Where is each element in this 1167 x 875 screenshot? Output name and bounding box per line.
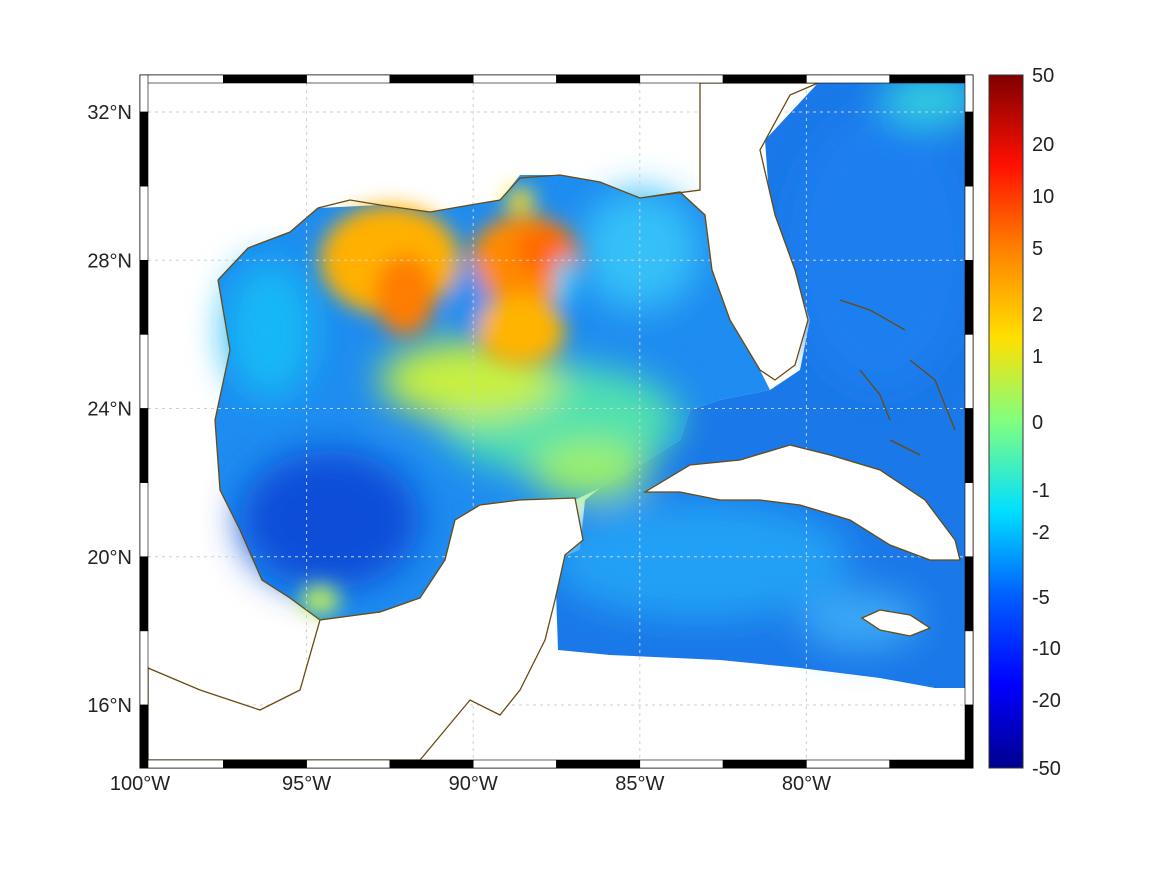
frame-segment [964,556,974,632]
florida-land [639,83,819,381]
latitude-tick-label: 24°N [87,399,132,421]
frame-segment [806,759,891,769]
frame-segment [556,759,641,769]
latitude-tick-label: 28°N [87,250,132,272]
frame-segment [472,74,557,84]
longitude-tick-label: 90°W [449,773,498,795]
longitude-labels: 100°W 95°W 90°W 85°W 80°W [110,773,831,795]
frame-segment [139,74,224,84]
frame-segment [722,759,807,769]
frame-segment [964,185,974,261]
frame-segment [556,74,641,84]
map-frame [139,74,974,769]
frame-segment [389,759,474,769]
frame-segment [139,185,149,261]
frame-segment [964,482,974,558]
colorbar-tick-label: -10 [1032,638,1061,660]
colorbar-tick-label: -50 [1032,758,1061,780]
yucatan-land [148,497,584,760]
colorbar-tick-label: 2 [1032,304,1043,326]
frame-segment [964,630,974,706]
colorbar-tick-label: 50 [1032,65,1054,87]
north-gulf-coast [217,174,641,281]
frame-segment [964,74,974,113]
frame-segment [139,704,149,769]
frame-segment [472,759,557,769]
longitude-tick-label: 95°W [282,773,331,795]
frame-segment [139,556,149,632]
frame-segment [139,408,149,483]
frame-segment [722,74,807,84]
frame-segment [139,259,149,335]
latitude-tick-label: 16°N [87,695,132,717]
colorbar-tick-label: -2 [1032,522,1050,544]
colorbar-tick-label: 5 [1032,238,1043,260]
longitude-tick-label: 100°W [110,773,170,795]
frame-segment [639,74,724,84]
latitude-tick-label: 32°N [87,102,132,124]
frame-segment [964,111,974,187]
frame-segment [139,74,149,113]
colorbar-tick-label: 1 [1032,346,1043,368]
west-gulf-coast [214,279,321,621]
frame-segment [964,408,974,483]
latitude-tick-label: 20°N [87,547,132,569]
cuba-land [642,444,961,561]
colorbar-tick-label: -1 [1032,480,1050,502]
frame-segment [139,111,149,187]
frame-segment [139,482,149,558]
frame-segment [964,259,974,335]
frame-segment [889,759,974,769]
colorbar-tick-label: 20 [1032,134,1054,156]
colorbar-gradient [988,74,1024,769]
frame-segment [139,759,224,769]
frame-segment [306,74,391,84]
frame-segment [223,759,307,769]
colorbar-tick-label: -20 [1032,690,1061,712]
jamaica-land [860,609,932,637]
frame-segment [139,630,149,706]
colorbar-tick-label: -5 [1032,587,1050,609]
bahamas-land [839,299,956,456]
colorbar-tick-label: 10 [1032,186,1054,208]
latitude-labels: 32°N 28°N 24°N 20°N 16°N [87,102,132,717]
frame-segment [964,334,974,409]
longitude-tick-label: 80°W [782,773,831,795]
frame-segment [806,74,891,84]
frame-segment [964,704,974,769]
frame-segment [639,759,724,769]
coastlines [148,83,961,760]
frame-segment [223,74,307,84]
colorbar-tick-label: 0 [1032,412,1043,434]
frame-segment [389,74,474,84]
data-field [215,83,965,688]
frame-segment [306,759,391,769]
frame-segment [889,74,974,84]
frame-segment [139,334,149,409]
longitude-tick-label: 85°W [615,773,664,795]
